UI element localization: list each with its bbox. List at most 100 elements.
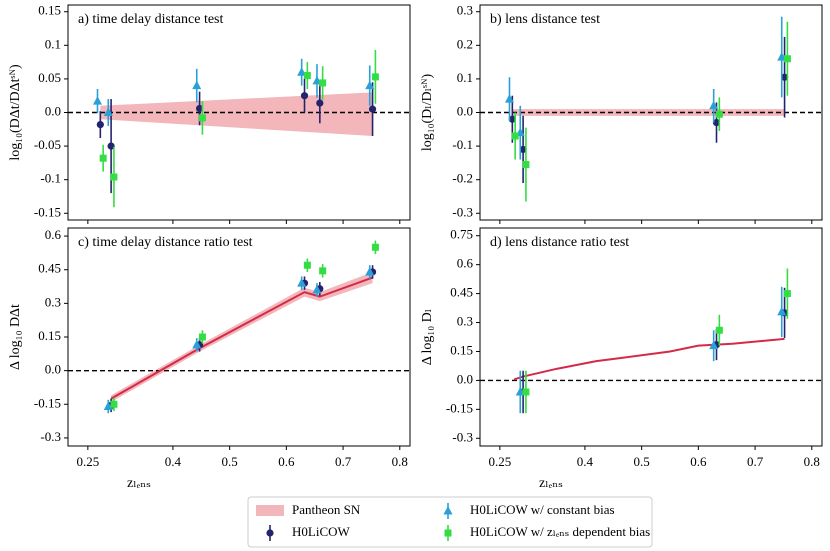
marker [195, 104, 204, 113]
marker [107, 142, 115, 150]
legend-label: H0LiCOW w/ constant bias [470, 502, 615, 517]
marker [709, 100, 719, 110]
y-tick-label: -0.3 [452, 429, 473, 444]
y-axis-label: Δ log₁₀ DΔt [8, 304, 23, 370]
marker [319, 79, 327, 87]
marker [96, 120, 104, 129]
y-tick-label: 0.1 [457, 70, 473, 85]
x-tick-label: 0.25 [76, 454, 99, 469]
y-tick-label: -0.15 [446, 400, 473, 415]
marker [92, 96, 102, 105]
marker [368, 105, 377, 113]
x-tick-label: 0.7 [747, 454, 764, 469]
marker [511, 132, 519, 140]
y-tick-label: 0.15 [450, 342, 473, 357]
panel-title: d) lens distance ratio test [490, 235, 629, 250]
marker [780, 73, 789, 81]
marker [110, 173, 118, 181]
marker [443, 506, 453, 515]
y-tick-label: -0.15 [34, 204, 61, 219]
y-tick-label: 0.15 [38, 328, 61, 343]
panel-title: c) time delay distance ratio test [78, 235, 253, 250]
marker [783, 290, 791, 298]
y-tick-label: 0.3 [45, 294, 61, 309]
y-tick-label: -0.3 [40, 429, 61, 444]
marker [712, 118, 721, 127]
y-tick-label: 0.3 [457, 314, 473, 329]
model-line [513, 337, 785, 381]
marker [508, 115, 516, 123]
y-axis-label: log₁₀(Dₗ/Dₗˢᴺ) [420, 73, 435, 151]
y-tick-label: -0.3 [452, 204, 473, 219]
marker [365, 80, 375, 90]
band [111, 271, 373, 403]
panel-title: b) lens distance test [490, 12, 600, 27]
y-tick-label: -0.1 [40, 171, 61, 186]
marker [192, 80, 202, 90]
y-tick-label: 0.6 [457, 256, 474, 271]
x-axis-label: zₗₑₙₛ [539, 476, 563, 491]
marker [303, 261, 311, 269]
legend-box [247, 496, 653, 548]
legend-label: H0LiCOW w/ zₗₑₙₛ dependent bias [470, 524, 650, 539]
band [100, 92, 373, 137]
legend-swatch [256, 505, 284, 516]
y-tick-label: 0.75 [450, 227, 473, 242]
marker [444, 529, 452, 537]
x-tick-label: 0.4 [577, 454, 594, 469]
marker [297, 278, 307, 287]
marker [303, 72, 311, 80]
marker [777, 306, 787, 316]
y-tick-label: 0.05 [38, 70, 61, 85]
y-axis-label: Δ log₁₀ Dₗ [420, 309, 435, 365]
y-tick-label: -0.1 [452, 137, 473, 152]
y-tick-label: -0.05 [34, 137, 61, 152]
marker [522, 161, 530, 169]
marker [371, 73, 379, 81]
y-tick-label: 0.45 [38, 261, 61, 276]
panel-title: a) time delay distance test [78, 12, 223, 27]
marker [715, 110, 723, 118]
y-axis-label: log₁₀(DΔt/DΔtˢᴺ) [8, 64, 23, 161]
x-tick-label: 0.5 [222, 454, 238, 469]
legend-label: H0LiCOW [292, 524, 351, 539]
plot-frame [67, 227, 411, 447]
marker [522, 388, 530, 396]
y-tick-label: 0.2 [457, 36, 473, 51]
marker [198, 333, 206, 341]
marker [300, 92, 309, 100]
y-tick-label: 0.0 [457, 103, 473, 118]
marker [198, 114, 206, 122]
y-tick-label: -0.2 [452, 171, 473, 186]
marker [192, 339, 202, 349]
marker [365, 266, 375, 276]
y-tick-label: 0.3 [457, 3, 473, 18]
y-tick-label: 0.45 [450, 285, 473, 300]
y-tick-label: 0.0 [457, 371, 473, 386]
marker [709, 340, 719, 350]
marker [519, 145, 527, 154]
marker [103, 107, 113, 116]
model-line [110, 276, 373, 400]
y-tick-label: -0.15 [34, 395, 61, 410]
legend-label: Pantheon SN [292, 502, 361, 517]
x-tick-label: 0.8 [392, 454, 408, 469]
x-tick-label: 0.25 [488, 454, 511, 469]
plot-frame [479, 227, 823, 447]
marker [266, 529, 274, 537]
marker [319, 267, 327, 275]
marker [371, 243, 379, 251]
marker [715, 326, 723, 334]
marker [110, 400, 118, 408]
y-tick-label: 0.0 [45, 362, 61, 377]
x-tick-label: 0.6 [278, 454, 295, 469]
marker [312, 284, 322, 294]
y-tick-label: 0.15 [38, 3, 61, 18]
marker [783, 55, 791, 63]
y-tick-label: 0.6 [45, 227, 62, 242]
marker [99, 154, 107, 162]
marker [504, 94, 514, 103]
x-axis-label: zₗₑₙₛ [127, 476, 151, 491]
